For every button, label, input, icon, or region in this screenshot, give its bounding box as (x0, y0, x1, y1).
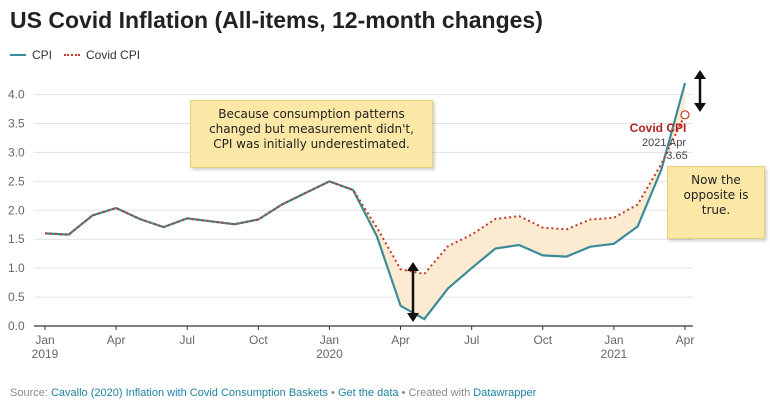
x-tick-year: 2019 (32, 347, 59, 361)
footer-source-prefix: Source: (10, 387, 48, 399)
note-line: Because consumption patterns (218, 107, 405, 121)
note-line: CPI was initially underestimated. (213, 137, 410, 151)
source-link[interactable]: Cavallo (2020) Inflation with Covid Cons… (50, 387, 328, 399)
x-tick-label: Jan (35, 333, 54, 347)
note-line: opposite is (683, 188, 749, 202)
legend: CPI Covid CPI (10, 48, 152, 62)
x-tick-year: 2021 (601, 347, 628, 361)
x-tick-label: Jul (464, 333, 479, 347)
note-line: true. (701, 203, 731, 217)
x-tick-label: Apr (391, 333, 410, 347)
x-tick-label: Jul (180, 333, 195, 347)
x-tick-label: Apr (676, 333, 695, 347)
y-axis: 0.0 0.5 1.0 1.5 2.0 2.5 3.0 3.5 4.0 (8, 88, 25, 333)
covid-cpi-value: 3.65 (666, 150, 687, 162)
legend-label-covid-cpi: Covid CPI (86, 48, 141, 62)
datawrapper-link[interactable]: Datawrapper (473, 387, 537, 399)
footer-separator: • (331, 387, 335, 399)
legend-label-cpi: CPI (32, 48, 53, 62)
x-tick-label: Jan (604, 333, 623, 347)
x-tick-label: Jan (320, 333, 339, 347)
annotation-note-underestimated: Because consumption patterns changed but… (190, 100, 433, 168)
x-tick-label: Oct (533, 333, 552, 347)
arrows (407, 70, 706, 322)
y-tick-label: 3.5 (8, 117, 25, 131)
get-data-link[interactable]: Get the data (337, 387, 399, 399)
note-line: changed but measurement didn't, (209, 122, 414, 136)
legend-item-cpi: CPI (10, 48, 52, 62)
footer-created-with: • Created with (401, 387, 471, 399)
x-tick-label: Apr (107, 333, 126, 347)
series-line-covid-cpi (44, 114, 686, 275)
annotation-note-opposite: Now the opposite is true. (667, 166, 765, 239)
covid-cpi-date: 2021 Apr (642, 137, 686, 149)
x-tick-label: Oct (249, 333, 268, 347)
series-line-cpi (44, 82, 687, 321)
note-line: Now the (691, 173, 741, 187)
legend-item-covid-cpi: Covid CPI (64, 48, 140, 62)
legend-swatch-cpi (10, 54, 26, 56)
y-tick-label: 1.5 (8, 232, 25, 246)
y-tick-label: 0.0 (8, 319, 25, 333)
y-tick-label: 2.0 (8, 203, 25, 217)
arrow-underestimate (407, 262, 419, 322)
covid-cpi-endpoint-marker (680, 110, 690, 120)
footer: Source: Cavallo (2020) Inflation with Co… (10, 387, 536, 399)
covid-cpi-label: Covid CPI (630, 121, 687, 135)
y-tick-label: 1.0 (8, 261, 25, 275)
y-tick-label: 0.5 (8, 290, 25, 304)
y-tick-label: 4.0 (8, 88, 25, 102)
chart-title: US Covid Inflation (All-items, 12-month … (10, 7, 543, 33)
arrow-overestimate (694, 70, 706, 112)
x-tick-year: 2020 (316, 347, 343, 361)
legend-swatch-covid-cpi (64, 54, 81, 56)
y-tick-label: 2.5 (8, 174, 25, 188)
y-tick-label: 3.0 (8, 145, 25, 159)
